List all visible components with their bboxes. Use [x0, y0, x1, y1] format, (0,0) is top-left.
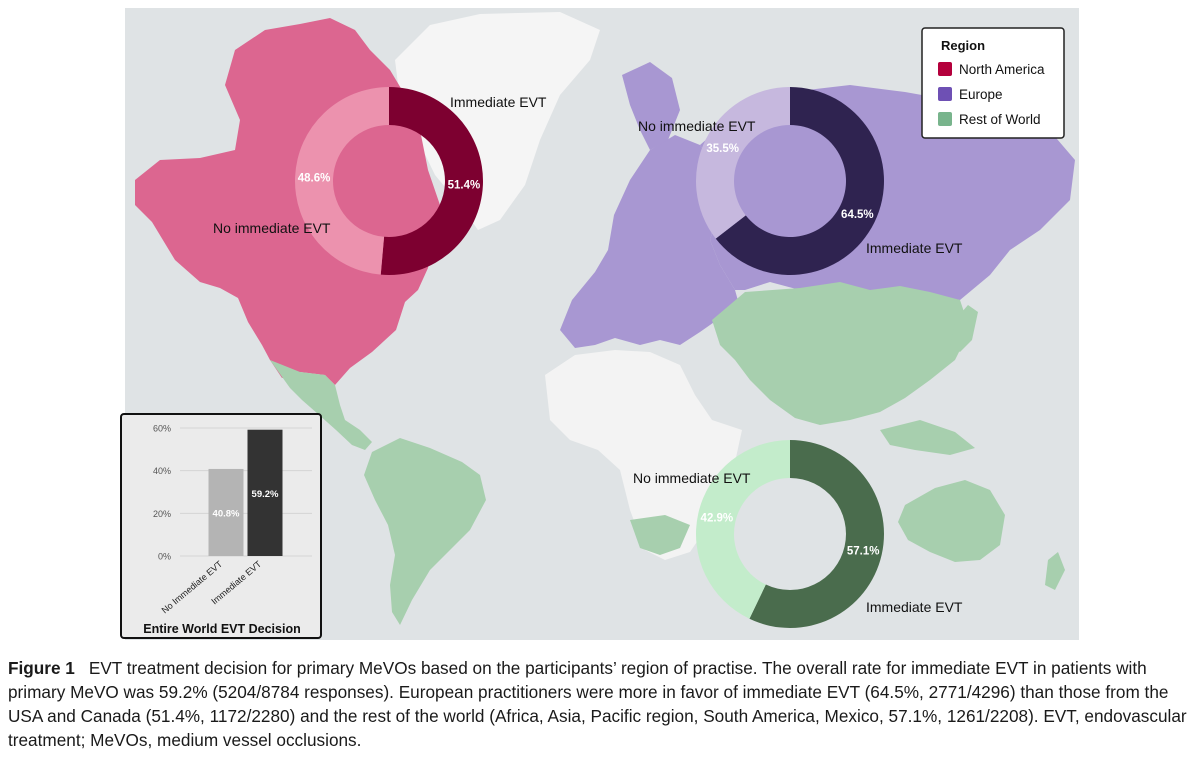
- figure-caption: Figure 1 EVT treatment decision for prima…: [8, 656, 1192, 752]
- legend-label-rest-of-world: Rest of World: [959, 112, 1041, 127]
- donut-slice-rest-of-world-immediate: [749, 440, 884, 628]
- figure-caption-text: EVT treatment decision for primary MeVOs…: [8, 658, 1187, 750]
- legend-swatch-rest-of-world: [938, 112, 952, 126]
- donut-slice-north-america-immediate: [380, 87, 483, 275]
- donut-chart-europe: 64.5% 35.5%: [696, 87, 884, 275]
- donut-chart-north-america: 51.4% 48.6%: [294, 87, 483, 275]
- donut-slice-europe-no-immediate: [696, 87, 790, 239]
- inset-bar-immediate: [247, 429, 283, 556]
- legend-label-europe: Europe: [959, 87, 1003, 102]
- scandinavia-region: [622, 62, 680, 150]
- inset-gridlines: 0% 20% 40% 60%: [153, 424, 312, 562]
- donut-value-europe-no-immediate: 35.5%: [706, 143, 739, 155]
- figure-label: Figure 1: [8, 658, 75, 678]
- southern-africa-region: [630, 515, 690, 555]
- legend: Region North America Europe Rest of Worl…: [921, 27, 1065, 139]
- inset-bar-no-immediate: [208, 468, 244, 556]
- donut-label-eu-immediate: Immediate EVT: [866, 240, 963, 256]
- legend-title: Region: [941, 38, 985, 53]
- southeast-asia-islands: [880, 420, 975, 455]
- donut-slice-europe-immediate: [715, 87, 884, 275]
- donut-label-row-immediate: Immediate EVT: [866, 599, 963, 615]
- donut-chart-rest-of-world: 57.1% 42.9%: [696, 440, 884, 628]
- donut-label-na-no-immediate: No immediate EVT: [213, 220, 331, 236]
- inset-ytick-label: 20%: [153, 509, 171, 519]
- donut-value-north-america-no-immediate: 48.6%: [298, 173, 331, 185]
- inset-bar-chart: 0%20%40%60% 40.8%59.2% No Immediate EVT …: [120, 413, 322, 639]
- donut-label-na-immediate: Immediate EVT: [450, 94, 547, 110]
- inset-title: Entire World EVT Decision: [143, 622, 300, 636]
- mexico-region: [270, 360, 372, 450]
- donut-value-north-america-immediate: 51.4%: [448, 179, 481, 191]
- new-zealand-region: [1045, 552, 1065, 590]
- donut-value-rest-of-world-immediate: 57.1%: [847, 546, 880, 558]
- japan-region: [950, 305, 978, 352]
- australia-region: [898, 480, 1005, 562]
- inset-bar-value-immediate: 59.2%: [252, 489, 279, 500]
- donut-slice-north-america-no-immediate: [294, 87, 389, 275]
- legend-box: [921, 27, 1065, 139]
- donut-label-row-no-immediate: No immediate EVT: [633, 470, 751, 486]
- inset-ytick-label: 40%: [153, 466, 171, 476]
- donut-value-rest-of-world-no-immediate: 42.9%: [701, 512, 734, 524]
- asia-region: [712, 282, 970, 425]
- donut-label-eu-no-immediate: No immediate EVT: [638, 118, 756, 134]
- south-america-region: [364, 438, 486, 625]
- inset-bars: 40.8% 59.2%: [208, 429, 283, 556]
- donut-value-europe-immediate: 64.5%: [841, 209, 874, 221]
- inset-ytick-label: 0%: [158, 552, 171, 562]
- inset-bar-value-no-immediate: 40.8%: [213, 508, 240, 519]
- legend-label-north-america: North America: [959, 62, 1045, 77]
- africa-region: [545, 350, 742, 560]
- donut-slice-rest-of-world-no-immediate: [696, 440, 790, 619]
- legend-swatch-europe: [938, 87, 952, 101]
- inset-ytick-label: 60%: [153, 424, 171, 434]
- legend-swatch-north-america: [938, 62, 952, 76]
